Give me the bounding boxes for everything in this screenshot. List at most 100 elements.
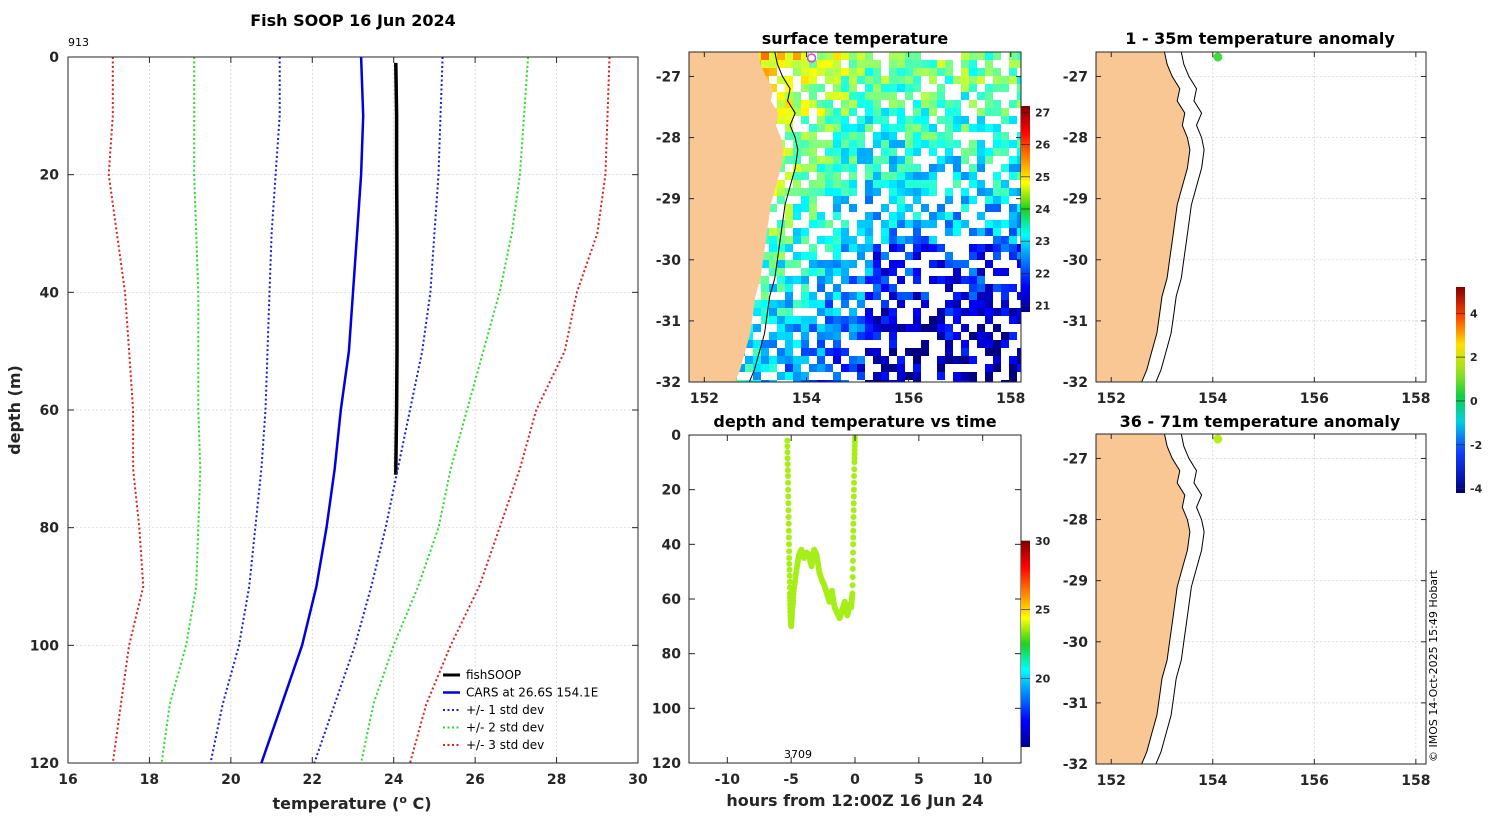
sst-cell	[1017, 100, 1021, 108]
sst-cell	[841, 84, 849, 92]
x-tick-label: 158	[1401, 391, 1430, 407]
sst-cell	[785, 220, 793, 228]
y-tick-label: -28	[656, 131, 681, 147]
sst-cell	[833, 212, 841, 220]
sst-cell	[801, 196, 809, 204]
sst-cell	[881, 308, 889, 316]
sst-cell	[745, 356, 753, 364]
sst-cell	[1001, 212, 1009, 220]
sst-cell	[905, 340, 913, 348]
sst-cell	[953, 212, 961, 220]
sst-cell	[985, 276, 993, 284]
sst-cell	[809, 244, 817, 252]
sst-cell	[969, 332, 977, 340]
sst-cell	[985, 308, 993, 316]
depth-time-point	[850, 486, 857, 493]
sst-cell	[969, 356, 977, 364]
sst-cell	[889, 60, 897, 68]
sst-cell	[793, 268, 801, 276]
sst-cell	[769, 204, 777, 212]
sst-cell	[961, 188, 969, 196]
sst-cell	[985, 108, 993, 116]
sst-cell	[777, 356, 785, 364]
sst-cell	[913, 124, 921, 132]
sst-cell	[809, 124, 817, 132]
anomaly-bottom-land	[1096, 434, 1191, 764]
sst-cell	[793, 316, 801, 324]
sst-cell	[865, 132, 873, 140]
sst-cell	[881, 340, 889, 348]
legend-entry: +/- 3 std dev	[466, 738, 544, 752]
sst-cell	[737, 380, 745, 382]
sst-cell	[921, 260, 929, 268]
sst-cell	[905, 124, 913, 132]
series--3-std-dev	[107, 57, 145, 763]
depth-time-point	[785, 514, 792, 520]
sst-cell	[857, 284, 865, 292]
sst-cell	[1001, 260, 1009, 268]
sst-cell	[873, 172, 881, 180]
sst-cell	[977, 316, 985, 324]
sst-cell	[1009, 236, 1017, 244]
sst-cell	[857, 292, 865, 300]
sst-cell	[825, 84, 833, 92]
sst-cell	[833, 84, 841, 92]
sst-cell	[793, 364, 801, 372]
sst-cell	[937, 300, 945, 308]
y-tick-label: -27	[1063, 451, 1088, 467]
sst-cell	[921, 180, 929, 188]
sst-cell	[881, 276, 889, 284]
sst-cell	[785, 260, 793, 268]
sst-cell	[801, 372, 809, 380]
sst-cell	[849, 172, 857, 180]
sst-cell	[889, 116, 897, 124]
sst-cell	[849, 308, 857, 316]
colorbar-tick-label: 25	[1035, 171, 1050, 184]
sst-cell	[841, 92, 849, 100]
sst-cell	[817, 140, 825, 148]
sst-cell	[849, 108, 857, 116]
sst-cell	[1017, 84, 1021, 92]
sst-cell	[905, 372, 913, 380]
sst-cell	[753, 364, 761, 372]
sst-cell	[969, 212, 977, 220]
sst-cell	[817, 188, 825, 196]
sst-cell	[1009, 228, 1017, 236]
sst-cell	[985, 252, 993, 260]
depth-time-point	[849, 565, 856, 572]
sst-cell	[897, 220, 905, 228]
sst-cell	[849, 300, 857, 308]
sst-cell	[849, 228, 857, 236]
sst-cell	[873, 92, 881, 100]
sst-cell	[817, 84, 825, 92]
sst-cell	[993, 292, 1001, 300]
sst-cell	[993, 100, 1001, 108]
sst-cell	[1009, 252, 1017, 260]
sst-cell	[873, 84, 881, 92]
sst-cell	[977, 212, 985, 220]
sst-cell	[993, 364, 1001, 372]
sst-cell	[769, 76, 777, 84]
depth-time-point	[784, 449, 791, 456]
sst-cell	[817, 132, 825, 140]
sst-cell	[889, 356, 897, 364]
sst-cell	[865, 340, 873, 348]
x-tick-label: 28	[547, 772, 566, 788]
sst-cell	[921, 332, 929, 340]
y-tick-label: -28	[1063, 513, 1088, 529]
sst-cell	[985, 212, 993, 220]
sst-cell	[865, 124, 873, 132]
sst-cell	[897, 188, 905, 196]
sst-cell	[777, 316, 785, 324]
sst-cell	[961, 212, 969, 220]
sst-cell	[1017, 220, 1021, 228]
depth-time-point	[850, 549, 856, 556]
sst-cell	[913, 60, 921, 68]
sst-cell	[809, 284, 817, 292]
sst-cell	[833, 316, 841, 324]
sst-cell	[769, 324, 777, 332]
sst-cell	[761, 60, 769, 68]
sst-cell	[977, 308, 985, 316]
sst-cell	[993, 276, 1001, 284]
sst-cell	[817, 284, 825, 292]
